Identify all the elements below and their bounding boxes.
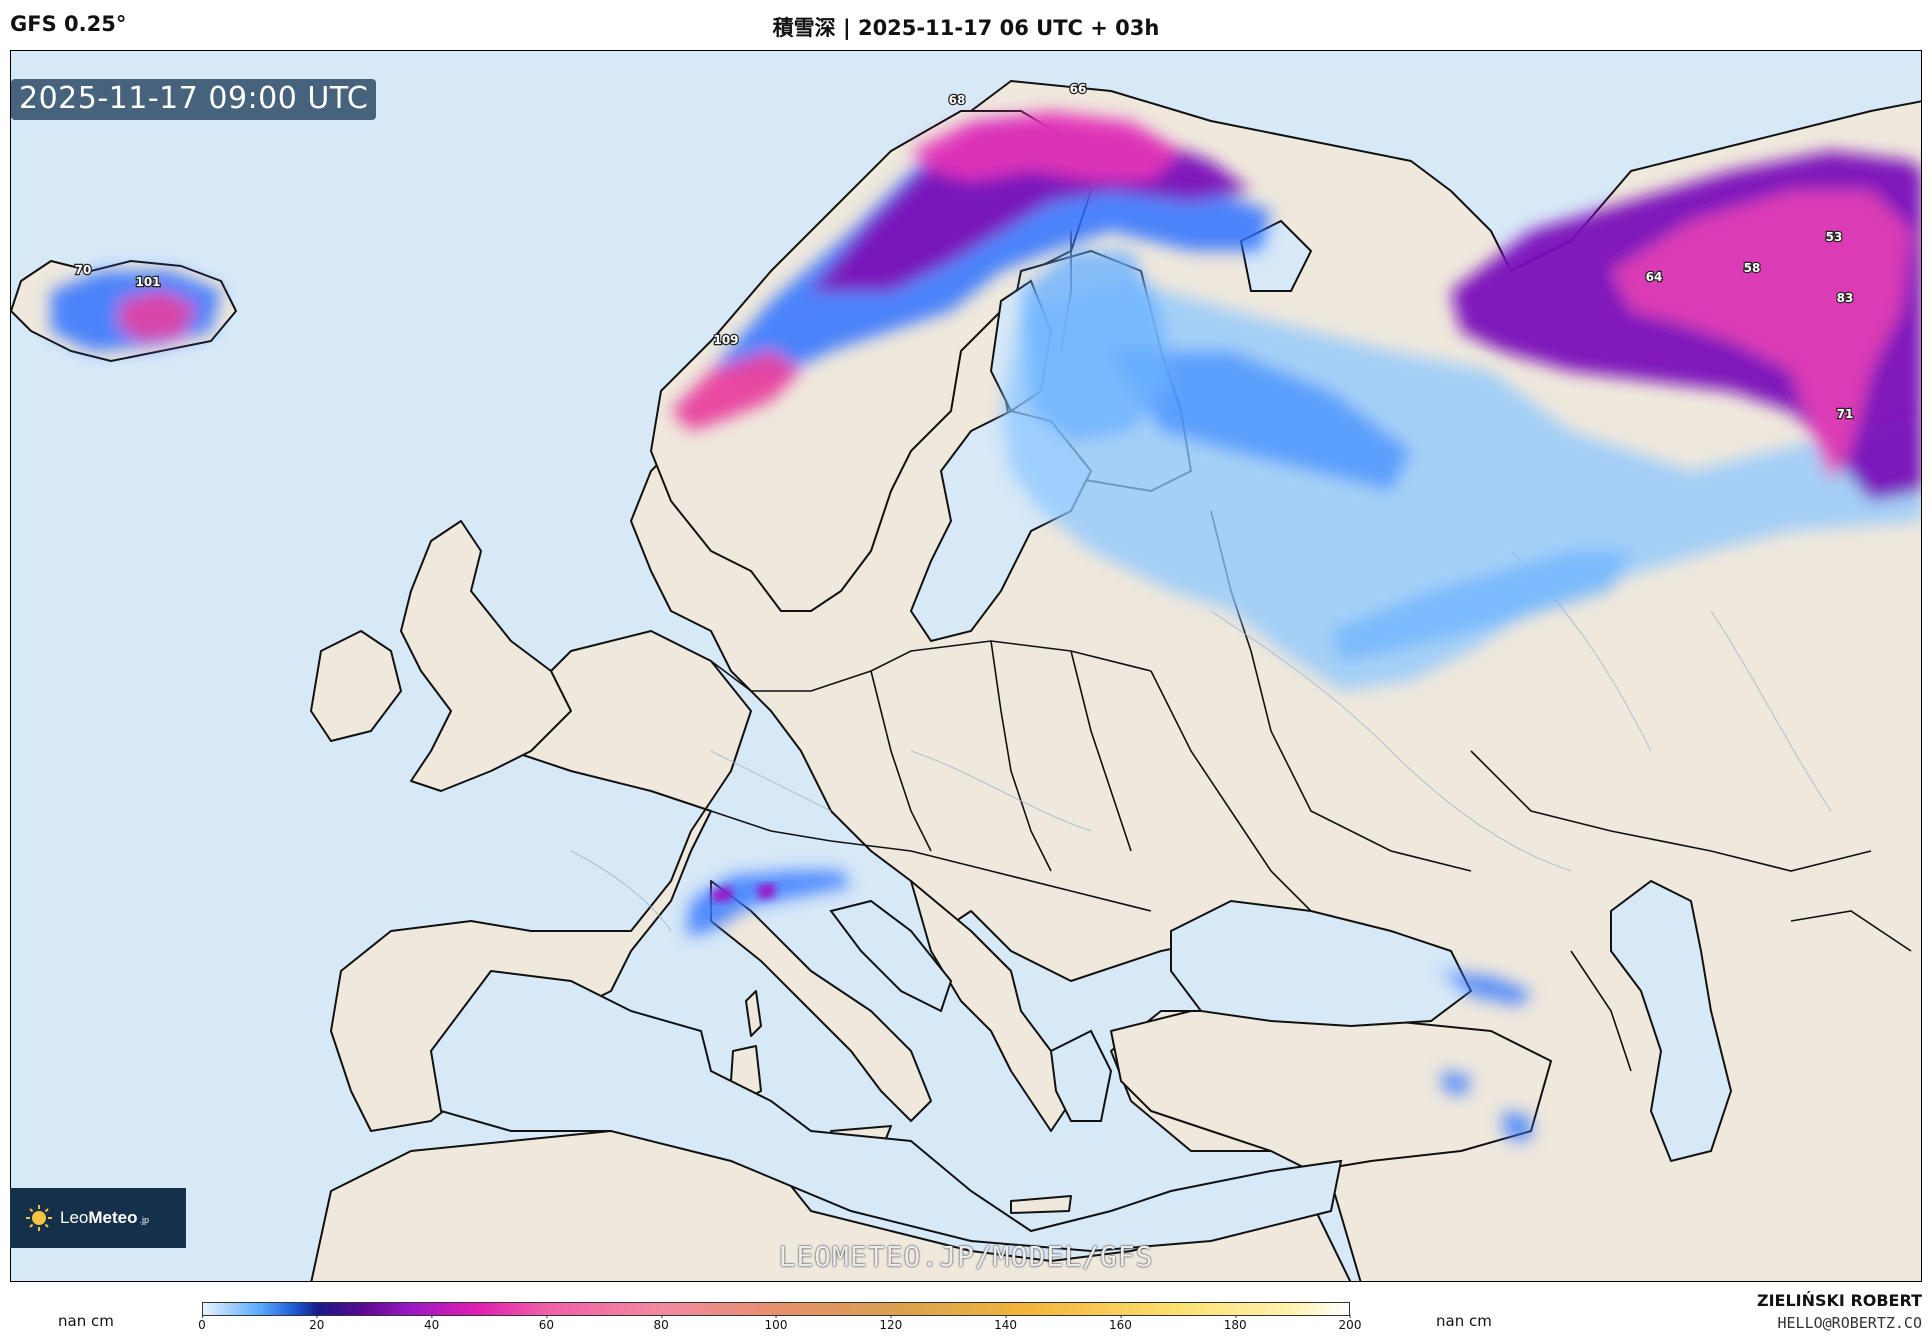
black-sea [1170, 899, 1473, 1028]
watermark: LEOMETEO.JP/MODEL/GFS [778, 1240, 1154, 1273]
landmass-west-europe [330, 630, 752, 1132]
colorbar-tick: 60 [538, 1315, 555, 1332]
map-title: 積雪深 | 2025-11-17 06 UTC + 03h [772, 16, 1160, 40]
snow-norway-pink [671, 351, 801, 431]
caspian-sea [1610, 879, 1733, 1163]
logo-text: LeoMeteo .jp [60, 1208, 150, 1227]
landmass-italy [710, 880, 932, 1122]
snow-label: 101 [135, 275, 160, 289]
colorbar-tick: 40 [423, 1315, 440, 1332]
colorbar-tick: 180 [1223, 1315, 1247, 1332]
landmass-corsica [745, 990, 762, 1037]
author-name: ZIELIŃSKI ROBERT [1756, 1291, 1922, 1310]
landmass-ireland [310, 630, 402, 742]
colorbar-tick: 80 [653, 1315, 669, 1332]
snow-iceland-pink [119, 291, 196, 341]
colorbar-tick: 120 [879, 1315, 903, 1332]
leometeo-logo[interactable]: LeoMeteo .jp [10, 1188, 186, 1248]
sun-icon [26, 1205, 52, 1231]
snow-label: 83 [1837, 291, 1854, 305]
snow-label: 68 [949, 93, 966, 107]
snow-urals-pink [1611, 191, 1911, 481]
snow-medium-russia [1111, 351, 1411, 491]
rivers [570, 550, 1832, 932]
snow-belarus-streak [1331, 551, 1631, 661]
snow-label: 58 [1744, 261, 1761, 275]
adriatic-sea [829, 899, 953, 1013]
snow-label: 66 [1070, 82, 1087, 96]
snow-light-finland [1021, 251, 1171, 441]
nan-right-label: nan cm [1436, 1312, 1492, 1330]
mediterranean-sea [429, 969, 1343, 1253]
snow-scandinavia-pink [911, 111, 1181, 181]
colorbar-tick: 160 [1108, 1315, 1132, 1332]
snow-caucasus [1441, 971, 1531, 1006]
colorbar-tick: 20 [309, 1315, 325, 1332]
snow-alps-core [711, 883, 775, 903]
model-name: GFS 0.25° [10, 12, 127, 36]
aegean-sea [1049, 1029, 1113, 1122]
snow-label: 53 [1826, 230, 1843, 244]
snow-label: 71 [1837, 407, 1854, 421]
colorbar [202, 1302, 1350, 1316]
snow-label: 70 [75, 263, 92, 277]
snow-anatolia [1441, 1071, 1531, 1141]
nan-left-label: nan cm [58, 1312, 114, 1330]
snow-depth-map[interactable]: 70 101 68 66 109 53 58 64 83 71 2025-11-… [10, 50, 1922, 1282]
snow-label: 109 [713, 333, 738, 347]
snow-field [51, 111, 1921, 1141]
landmass-great-britain [400, 520, 572, 792]
valid-time-badge: 2025-11-17 09:00 UTC [11, 79, 377, 120]
colorbar-tick: 200 [1338, 1315, 1362, 1332]
landmass-balkans [910, 880, 1072, 1132]
colorbar-ticks: 0 20 40 60 80 100 120 140 160 180 200 [198, 1315, 1361, 1338]
landmass-crete [1010, 1195, 1072, 1214]
colorbar-tick: 100 [764, 1315, 788, 1332]
snow-label: 64 [1646, 270, 1663, 284]
colorbar-tick: 140 [994, 1315, 1018, 1332]
snow-labels: 70 101 68 66 109 53 58 64 83 71 [73, 81, 1854, 422]
author-block: ZIELIŃSKI ROBERT HELLO@ROBERTZ.CO [1757, 1290, 1922, 1334]
colorbar-tick: 0 [198, 1315, 206, 1332]
author-email[interactable]: HELLO@ROBERTZ.CO [1777, 1314, 1923, 1332]
